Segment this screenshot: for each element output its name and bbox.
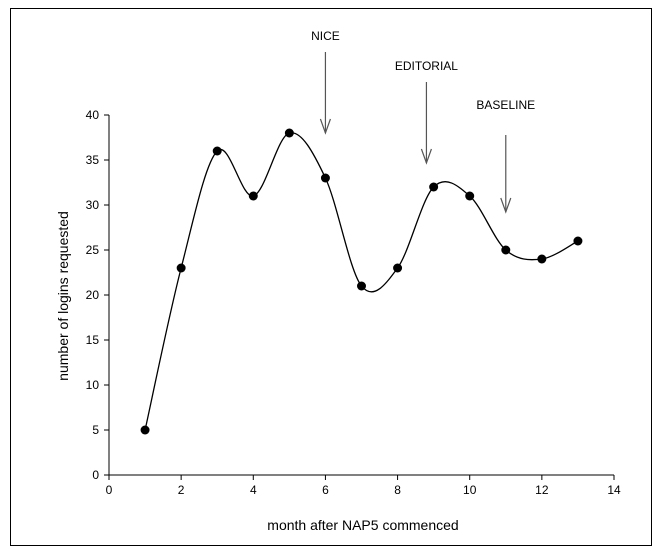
data-point	[465, 191, 475, 201]
annotation-arrow-head	[420, 148, 432, 165]
y-tick-label: 40	[86, 108, 100, 122]
data-point	[573, 236, 583, 246]
x-tick-label: 8	[394, 483, 401, 497]
data-point	[357, 281, 366, 291]
annotations: NICE EDITORIAL BASELINE	[311, 29, 535, 214]
data-point	[176, 263, 186, 273]
axes: 0 2 4 6 8 10 12 14 0 5 10 15 20 25 30 35 40	[86, 108, 621, 497]
data-point	[320, 173, 330, 183]
x-axis-label: month after NAP5 commenced	[267, 517, 458, 533]
chart-frame	[10, 8, 652, 546]
data-point	[212, 146, 222, 156]
x-tick-label: 2	[178, 483, 185, 497]
annotation-arrow-head	[319, 118, 331, 135]
annotation-label: NICE	[311, 29, 340, 43]
series	[140, 128, 583, 435]
x-tick-label: 4	[250, 483, 257, 497]
y-tick-label: 25	[86, 243, 100, 257]
annotation-arrow-head	[500, 197, 512, 214]
y-tick-label: 30	[86, 198, 100, 212]
data-point	[429, 182, 439, 192]
y-axis-label: number of logins requested	[55, 211, 71, 381]
data-point	[393, 263, 403, 273]
y-tick-label: 15	[86, 333, 100, 347]
data-point	[248, 191, 258, 201]
data-point	[284, 128, 294, 138]
y-tick-label: 20	[86, 288, 100, 302]
x-tick-label: 12	[535, 483, 549, 497]
y-tick-label: 5	[92, 423, 99, 437]
series-line	[144, 132, 579, 431]
data-point	[140, 425, 150, 435]
x-tick-label: 0	[106, 483, 113, 497]
x-tick-label: 10	[463, 483, 477, 497]
y-tick-label: 35	[86, 153, 100, 167]
annotation-label: EDITORIAL	[395, 59, 458, 73]
data-point	[537, 254, 547, 264]
y-tick-label: 10	[86, 378, 100, 392]
x-tick-label: 6	[322, 483, 329, 497]
y-tick-label: 0	[92, 468, 99, 482]
x-tick-label: 14	[607, 483, 621, 497]
annotation-label: BASELINE	[476, 98, 535, 112]
data-point	[501, 245, 511, 255]
